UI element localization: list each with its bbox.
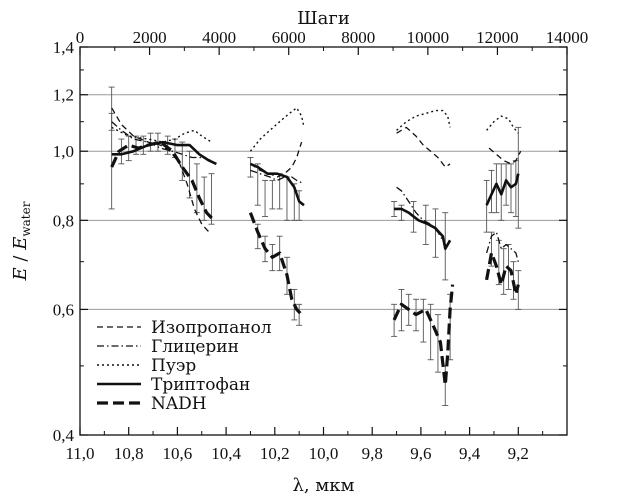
- series-dotted-line: [111, 126, 212, 143]
- top-tick-label: 14000: [546, 28, 589, 47]
- legend-label: Глицерин: [151, 337, 239, 357]
- series-dashdot-line: [396, 186, 451, 250]
- x-tick-label: 10,6: [163, 444, 193, 463]
- y-axis-title-sub: water: [19, 201, 33, 236]
- legend-label: Пуэр: [151, 356, 196, 376]
- axes: 11,0 10,8 10,6 10,4 10,2 10,0 9,8 9,6 9,4 9,2 0 200…: [53, 28, 589, 463]
- x-tick-label: 9,8: [362, 444, 383, 463]
- series-longdash-line: [110, 140, 216, 222]
- y-tick-label: 1,2: [53, 86, 74, 105]
- series-dashdot-line: [250, 169, 305, 185]
- top-axis-title: Шаги: [297, 8, 350, 29]
- y-axis-title-den: E: [10, 237, 31, 251]
- x-axis-title: λ, мкм: [292, 475, 354, 495]
- series-longdash-line: [485, 251, 520, 296]
- y-tick-label: 1,4: [53, 38, 75, 57]
- series-dashdot-line: [111, 121, 212, 162]
- series-dashed-line: [488, 147, 522, 165]
- series-dashed-line: [111, 107, 210, 233]
- series-lines: [110, 107, 522, 387]
- top-tick-label: 2000: [133, 28, 167, 47]
- x-tick-label: 10,4: [211, 444, 241, 463]
- series-dashed-line: [396, 126, 451, 168]
- gridlines: [80, 94, 567, 310]
- series-longdash-line: [248, 212, 303, 316]
- series-solid-line: [249, 162, 305, 207]
- x-tick-label: 9,2: [508, 444, 529, 463]
- top-tick-label: 10000: [407, 28, 450, 47]
- y-axis-title: E / Ewater: [10, 201, 33, 281]
- x-tick-label: 10,8: [114, 444, 144, 463]
- series-solid-line: [485, 173, 520, 206]
- series-solid-line: [111, 140, 217, 166]
- top-tick-label: 0: [76, 28, 85, 47]
- legend-label: Триптофан: [151, 375, 250, 395]
- series-dotted-line: [486, 115, 519, 134]
- series-solid-line: [394, 207, 452, 250]
- y-tick-label: 0,8: [53, 211, 74, 230]
- series-dotted-line: [396, 109, 451, 131]
- x-tick-label: 10,2: [260, 444, 290, 463]
- top-tick-label: 8000: [341, 28, 375, 47]
- top-tick-label: 12000: [476, 28, 519, 47]
- top-tick-label: 6000: [272, 28, 306, 47]
- y-tick-label: 0,4: [53, 426, 75, 445]
- legend-label: NADH: [151, 394, 207, 414]
- x-tick-label: 11,0: [65, 444, 94, 463]
- series-dashdot-line: [485, 231, 519, 262]
- y-tick-label: 0,6: [53, 300, 74, 319]
- legend-label: Изопропанол: [151, 318, 272, 338]
- series-longdash-line: [392, 284, 455, 387]
- x-tick-label: 9,4: [459, 444, 481, 463]
- x-tick-label: 10,0: [309, 444, 339, 463]
- y-axis-title-sep: /: [10, 250, 31, 268]
- x-tick-label: 9,6: [410, 444, 431, 463]
- top-tick-label: 4000: [202, 28, 236, 47]
- y-tick-label: 1,0: [53, 142, 74, 161]
- y-axis-title-main: E: [10, 267, 31, 281]
- series-dotted-line: [249, 107, 305, 152]
